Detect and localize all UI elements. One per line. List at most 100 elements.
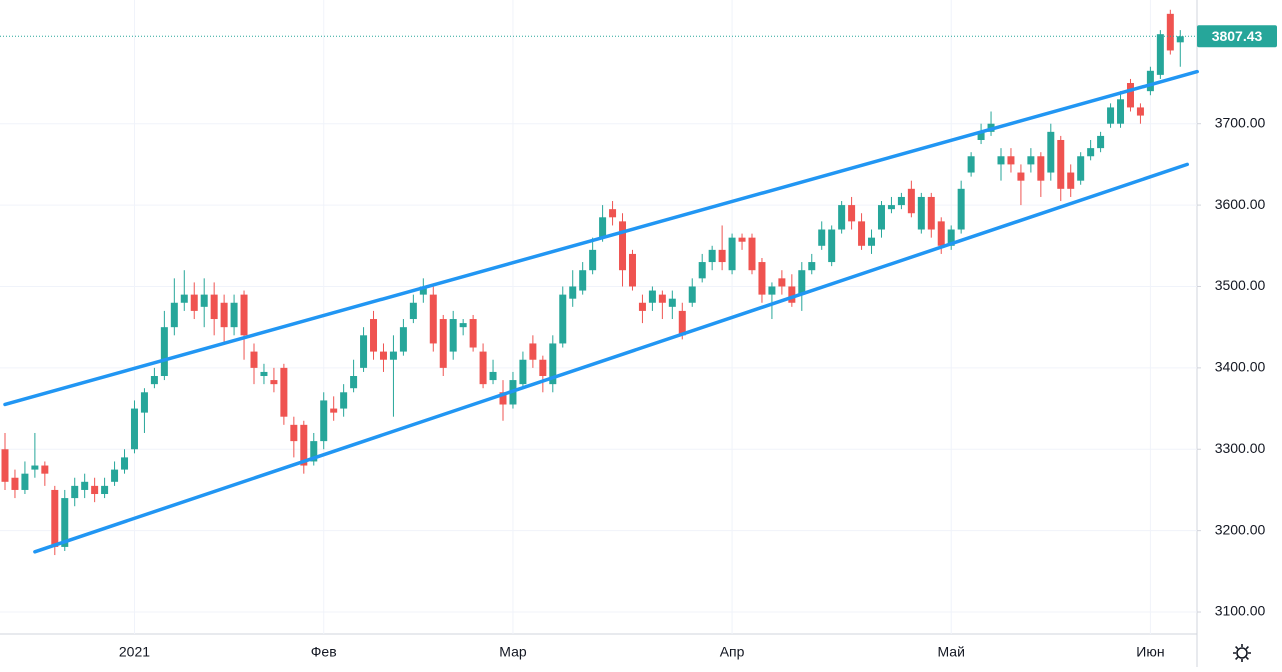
candle-body xyxy=(957,188,965,230)
candle-body xyxy=(599,217,607,238)
candle-body xyxy=(140,392,148,413)
candle-body xyxy=(698,262,706,279)
candle-body xyxy=(907,188,915,214)
y-tick-label: 3100.00 xyxy=(1215,603,1266,619)
candle-body xyxy=(11,477,19,490)
candle-body xyxy=(688,286,696,303)
candle-body xyxy=(728,237,736,271)
y-tick-label: 3700.00 xyxy=(1215,114,1266,130)
candle-body xyxy=(41,465,49,474)
candle-body xyxy=(808,262,816,271)
candle-body xyxy=(409,302,417,320)
candle-body xyxy=(180,294,188,303)
candle-body xyxy=(828,229,836,263)
candle-body xyxy=(489,371,497,381)
candle-body xyxy=(260,371,268,377)
candle-body xyxy=(71,485,79,499)
candle-body xyxy=(519,359,527,385)
candle-body xyxy=(111,469,119,482)
channel-line xyxy=(3,69,1199,407)
candle-body xyxy=(469,319,477,348)
candle-body xyxy=(1027,156,1035,165)
candle-body xyxy=(678,310,686,336)
candle-body xyxy=(1,449,9,482)
candle-body xyxy=(130,408,138,450)
candle-body xyxy=(449,319,457,352)
candle-body xyxy=(1107,107,1115,124)
candle-body xyxy=(310,441,318,462)
x-tick-label: Апр xyxy=(720,644,745,660)
candle-body xyxy=(370,319,378,352)
candle-body xyxy=(499,392,507,405)
candle-body xyxy=(190,294,198,311)
candle-body xyxy=(1097,135,1105,149)
candle-body xyxy=(160,327,168,377)
candle-body xyxy=(220,302,228,328)
candle-body xyxy=(778,278,786,287)
candle-body xyxy=(150,376,158,385)
candle-body xyxy=(628,253,636,287)
candle-body xyxy=(399,327,407,352)
candle-body xyxy=(768,286,776,295)
candle-body xyxy=(937,221,945,246)
x-tick-label: 2021 xyxy=(119,644,150,660)
candle-body xyxy=(21,473,29,490)
candle-body xyxy=(419,286,427,295)
candle-body xyxy=(818,229,826,246)
candle-body xyxy=(917,196,925,230)
candle-body xyxy=(1067,172,1075,189)
candle-body xyxy=(121,457,129,470)
candle-body xyxy=(1057,139,1065,189)
candle-body xyxy=(579,270,587,291)
candle-body xyxy=(539,359,547,377)
candle-body xyxy=(360,335,368,368)
candle-body xyxy=(748,237,756,271)
candle-body xyxy=(1156,34,1164,75)
candle-body xyxy=(559,294,567,344)
candle-body xyxy=(1146,70,1154,92)
candle-body xyxy=(1117,99,1125,124)
candle-body xyxy=(91,485,99,495)
candle-body xyxy=(549,343,557,385)
candle-body xyxy=(877,205,885,230)
candle-body xyxy=(738,237,746,242)
candle-body xyxy=(51,489,59,547)
candle-body xyxy=(429,294,437,344)
candle-body xyxy=(439,319,447,368)
candle-body xyxy=(648,290,656,303)
last-price-tag xyxy=(1197,25,1277,48)
candle-body xyxy=(1087,148,1095,157)
candle-body xyxy=(479,351,487,385)
candle-body xyxy=(1047,131,1055,173)
candle-body xyxy=(1176,36,1184,43)
candle-body xyxy=(977,131,985,140)
settings-icon[interactable] xyxy=(1233,644,1251,662)
channel-line xyxy=(33,162,1190,554)
candle-body xyxy=(270,380,278,385)
candle-body xyxy=(31,465,39,470)
candle-body xyxy=(658,294,666,303)
candle-body xyxy=(848,205,856,222)
y-tick-label: 3500.00 xyxy=(1215,277,1266,293)
candle-body xyxy=(379,351,387,360)
candle-body xyxy=(250,351,258,368)
candle-body xyxy=(997,156,1005,165)
candle-body xyxy=(668,298,676,307)
candle-body xyxy=(280,367,288,417)
candle-body xyxy=(1136,107,1144,116)
candle-body xyxy=(320,400,328,442)
candle-body xyxy=(210,294,218,320)
candle-body xyxy=(927,196,935,230)
candle-body xyxy=(230,302,238,328)
candle-body xyxy=(788,286,796,303)
x-tick-label: Мар xyxy=(499,644,527,660)
candle-body xyxy=(1077,156,1085,181)
candle-body xyxy=(838,205,846,230)
candle-body xyxy=(200,294,208,307)
candle-body xyxy=(1126,83,1134,108)
candle-body xyxy=(340,392,348,409)
candle-body xyxy=(1007,156,1015,165)
candle-body xyxy=(459,323,467,328)
candle-body xyxy=(858,221,866,246)
